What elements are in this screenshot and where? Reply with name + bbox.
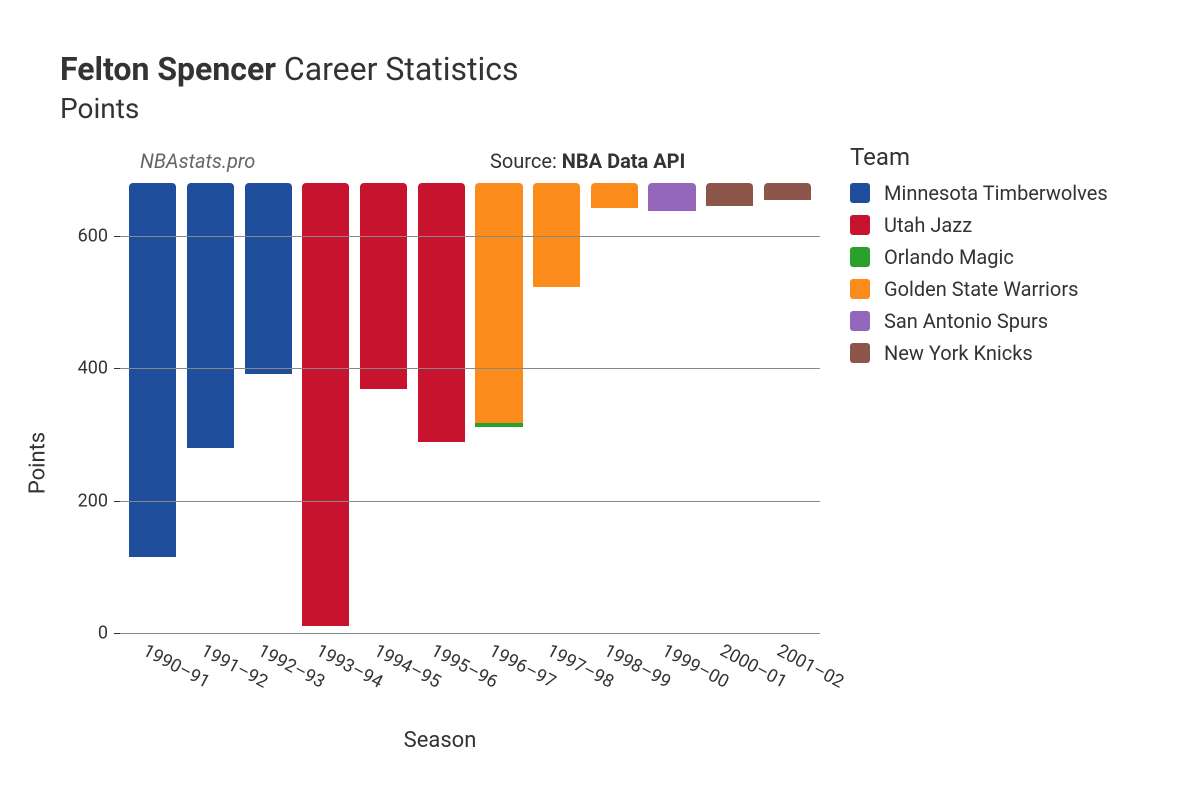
bar-stack (764, 183, 811, 633)
legend-items: Minnesota Timberwolves Utah Jazz Orlando M… (850, 181, 1108, 365)
y-tick-label: 600 (78, 225, 108, 246)
legend-item: Golden State Warriors (850, 277, 1108, 301)
bar-slot: 2000–01 (701, 183, 759, 633)
bar-segment (245, 183, 292, 374)
bar-segment (706, 183, 753, 206)
x-axis-label: Season (404, 728, 477, 753)
x-tick-label: 2001–02 (774, 633, 852, 693)
legend-label: Utah Jazz (884, 213, 972, 237)
source-name: NBA Data API (562, 149, 686, 173)
legend-label: Orlando Magic (884, 245, 1014, 269)
legend-item: Minnesota Timberwolves (850, 181, 1108, 205)
y-tick-mark (114, 236, 120, 237)
bar-slot: 1993–94 (297, 183, 355, 633)
y-tick-label: 0 (98, 623, 108, 644)
bar-stack (302, 183, 349, 633)
bar-slot: 1994–95 (355, 183, 413, 633)
bar-segment (418, 183, 465, 442)
legend-swatch (850, 215, 870, 235)
legend-swatch (850, 247, 870, 267)
bar-segment (533, 183, 580, 287)
bar-slot: 1997–98 (528, 183, 586, 633)
bar-slot: 2001–02 (758, 183, 816, 633)
title-suffix: Career Statistics (276, 50, 519, 88)
legend-swatch (850, 183, 870, 203)
chart-container: Felton Spencer Career Statistics Points … (0, 0, 1200, 800)
bar-slot: 1990–91 (124, 183, 182, 633)
bar-stack (533, 183, 580, 633)
y-tick-mark (114, 633, 120, 634)
y-tick-mark (114, 501, 120, 502)
bar-slot: 1992–93 (239, 183, 297, 633)
bar-stack (648, 183, 695, 633)
source-text: Source: NBA Data API (490, 149, 685, 173)
y-tick-mark (114, 368, 120, 369)
gridline (120, 236, 820, 237)
gridline (120, 501, 820, 502)
bar-stack (706, 183, 753, 633)
legend-label: New York Knicks (884, 341, 1033, 365)
legend-label: San Antonio Spurs (884, 309, 1048, 333)
legend-swatch (850, 279, 870, 299)
watermark-text: NBAstats.pro (140, 149, 255, 173)
bar-segment (764, 183, 811, 200)
bar-segment (360, 183, 407, 389)
bar-stack (418, 183, 465, 633)
source-prefix: Source: (490, 149, 562, 173)
bar-segment (475, 183, 522, 423)
legend-item: Utah Jazz (850, 213, 1108, 237)
bar-stack (187, 183, 234, 633)
chart-title: Felton Spencer Career Statistics (60, 50, 1140, 88)
title-player-name: Felton Spencer (60, 50, 276, 88)
gridline (120, 368, 820, 369)
legend-item: San Antonio Spurs (850, 309, 1108, 333)
chart-wrap: Points 1990–911991–921992–931993–941994–… (60, 183, 820, 743)
chart-subtitle: Points (60, 92, 1140, 125)
bar-segment (648, 183, 695, 211)
legend-item: New York Knicks (850, 341, 1108, 365)
bar-stack (591, 183, 638, 633)
meta-row: NBAstats.pro Source: NBA Data API (60, 149, 1140, 177)
bar-segment (187, 183, 234, 448)
bar-stack (475, 183, 522, 633)
y-axis-label: Points (26, 432, 51, 494)
legend-swatch (850, 343, 870, 363)
y-tick-label: 200 (78, 490, 108, 511)
bar-segment (591, 183, 638, 208)
bar-stack (360, 183, 407, 633)
bar-segment (475, 423, 522, 427)
y-tick-label: 400 (78, 358, 108, 379)
legend: Team Minnesota TimberwolvesUtah JazzOrla… (850, 143, 1108, 373)
legend-label: Minnesota Timberwolves (884, 181, 1108, 205)
plot-area: 1990–911991–921992–931993–941994–951995–… (120, 183, 820, 633)
legend-item: Orlando Magic (850, 245, 1108, 269)
bar-segment (302, 183, 349, 626)
legend-label: Golden State Warriors (884, 277, 1078, 301)
bar-slot: 1995–96 (412, 183, 470, 633)
legend-swatch (850, 311, 870, 331)
bar-slot: 1998–99 (585, 183, 643, 633)
bar-stack (129, 183, 176, 633)
bar-stack (245, 183, 292, 633)
bar-slot: 1991–92 (182, 183, 240, 633)
bars-group: 1990–911991–921992–931993–941994–951995–… (120, 183, 820, 633)
gridline (120, 633, 820, 634)
bar-slot: 1999–00 (643, 183, 701, 633)
chart-zone: Points 1990–911991–921992–931993–941994–… (60, 183, 1140, 743)
bar-slot: 1996–97 (470, 183, 528, 633)
